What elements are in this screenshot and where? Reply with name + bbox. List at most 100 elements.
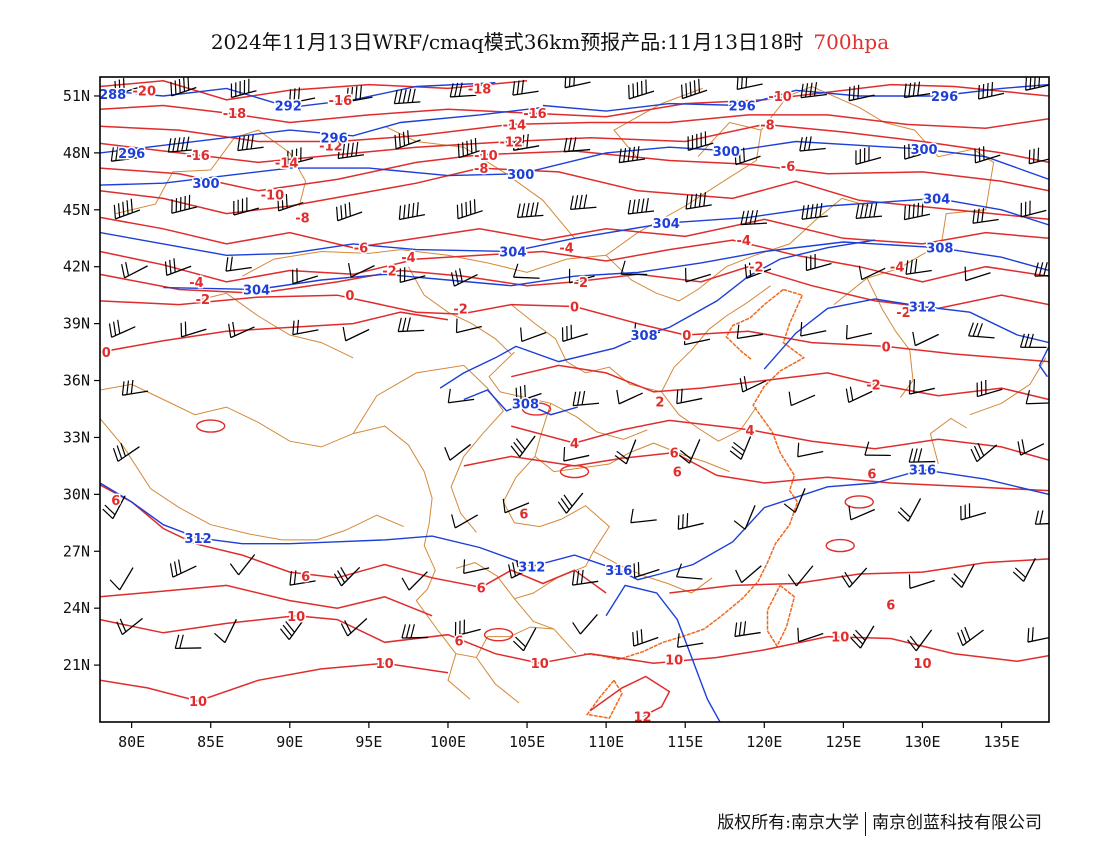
wind-barb (454, 619, 481, 637)
wind-barb (449, 82, 477, 98)
wind-barb (960, 503, 987, 521)
temperature-contour-labels: -20-18-16-18-16-14-12-10-8-16-14-12-10-8… (100, 81, 933, 722)
wind-barb (401, 571, 428, 591)
height-contour-label: 296 (321, 132, 348, 147)
temperature-contour-label: 10 (531, 657, 549, 672)
temperature-contour-label: -10 (474, 149, 498, 164)
wind-barb (687, 131, 714, 151)
wind-barb (342, 326, 370, 342)
wind-barb (337, 141, 364, 160)
wind-barb (347, 263, 375, 278)
height-contour (1038, 346, 1049, 378)
wind-barb (116, 617, 143, 636)
wind-barb (744, 262, 772, 279)
temperature-contour (100, 484, 607, 594)
temperature-contour-label: 10 (287, 610, 305, 625)
wind-barb (463, 559, 490, 574)
wind-barb (897, 498, 922, 522)
lon-tick-label: 85E (197, 733, 224, 751)
height-contour-label: 304 (243, 283, 270, 298)
boundary-line (407, 266, 512, 355)
boundary-line (866, 277, 914, 398)
height-contour-label: 292 (275, 99, 302, 114)
wind-barb (333, 566, 361, 587)
temperature-contour-label: -4 (737, 234, 751, 249)
wind-barb (805, 254, 832, 272)
coastline (583, 288, 806, 720)
wind-barb (733, 505, 756, 530)
wind-barb (214, 618, 237, 644)
temperature-contour-label: -4 (401, 251, 415, 266)
temperature-contour (511, 419, 1049, 461)
boundary-line (352, 364, 504, 533)
wind-barb (108, 319, 136, 338)
wind-barb (787, 565, 814, 587)
wind-barb (447, 388, 475, 404)
wind-barb (164, 258, 192, 277)
temperature-contour (463, 451, 1049, 492)
height-contour-label: 316 (605, 564, 632, 579)
wind-barb (572, 614, 598, 635)
wind-barb (277, 193, 304, 212)
wind-barb (444, 443, 472, 461)
temperature-contour-label: 6 (111, 494, 120, 509)
temperature-contour-label: 4 (570, 437, 579, 452)
wind-barb (346, 85, 373, 103)
wind-barb (1017, 439, 1045, 456)
wind-barb (903, 81, 931, 99)
lat-tick-label: 51N (63, 87, 90, 105)
height-contour (163, 241, 1049, 291)
wind-barb (456, 199, 483, 220)
wind-barb (968, 322, 995, 339)
temperature-contour-loop (196, 419, 226, 433)
boundary-line (384, 125, 575, 239)
height-contour-label: 304 (499, 246, 526, 261)
temperature-contour-label: 10 (189, 695, 207, 710)
copyright-footer: 版权所有:南京大学 南京创蓝科技有限公司 (717, 808, 1042, 836)
lon-tick-label: 130E (904, 733, 940, 751)
wind-barb (291, 268, 318, 285)
boundary-line (510, 304, 662, 393)
wind-barb (797, 442, 824, 458)
lat-tick-label: 33N (63, 428, 90, 446)
temperature-contour (100, 150, 1049, 192)
wind-barb (171, 194, 198, 214)
wind-barb (563, 446, 590, 462)
temperature-contours (100, 80, 1049, 717)
lat-tick-label: 21N (63, 656, 90, 674)
boundary-line (661, 391, 757, 442)
temperature-contour-label: -2 (749, 261, 763, 276)
country-boundaries (100, 85, 1047, 704)
wind-barb (508, 560, 535, 579)
wind-barb (1019, 333, 1047, 349)
wind-barb (848, 505, 875, 521)
lat-tick-label: 45N (63, 201, 90, 219)
height-contour-label: 312 (518, 560, 545, 575)
height-contour (100, 82, 496, 109)
longitude-axis: 80E 85E 90E 95E 100E 105E 110E 115E 120E 125E 130E… (118, 722, 1020, 751)
wind-barb (797, 627, 824, 643)
height-contour-label: 300 (713, 145, 740, 160)
wind-barb (964, 266, 991, 282)
temperature-contour (589, 675, 671, 717)
wind-barb (855, 146, 882, 165)
wind-barb (113, 198, 141, 220)
wind-barb (180, 321, 207, 338)
lon-tick-label: 95E (355, 733, 382, 751)
wind-barb (230, 78, 257, 99)
temperature-contour-label: -2 (453, 302, 467, 317)
temperature-contour-label: 0 (345, 289, 354, 304)
temperature-contour-label: -18 (223, 107, 247, 122)
wind-barb (864, 441, 891, 457)
temperature-contour-loop (825, 538, 855, 553)
height-contour-label: 308 (512, 397, 539, 412)
wind-barb (225, 256, 252, 272)
temperature-contour-label: 6 (867, 467, 876, 482)
wind-barb (908, 379, 935, 395)
temperature-contour-label: 6 (670, 447, 679, 462)
wind-barb (289, 87, 316, 104)
wind-barb (855, 202, 883, 219)
coast-line (585, 679, 623, 720)
wind-barb (170, 77, 197, 97)
temperature-contour-label: 6 (673, 466, 682, 481)
